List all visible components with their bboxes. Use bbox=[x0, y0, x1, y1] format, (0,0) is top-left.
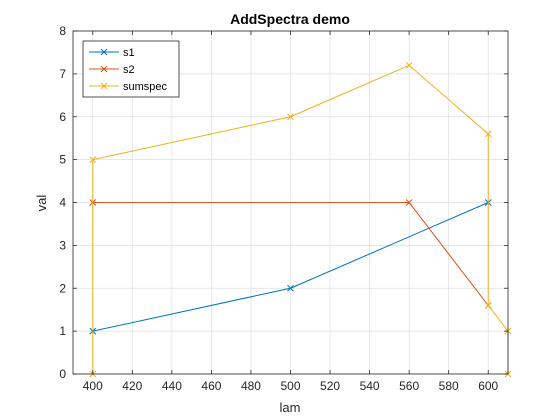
data-point-sumspec bbox=[287, 113, 294, 121]
x-tick-label: 560 bbox=[399, 379, 419, 393]
x-tick-label: 580 bbox=[439, 379, 459, 393]
y-tick-label: 3 bbox=[59, 238, 66, 252]
x-tick-label: 500 bbox=[280, 379, 300, 393]
y-tick-label: 2 bbox=[59, 281, 66, 295]
x-tick-label: 540 bbox=[360, 379, 380, 393]
y-tick-label: 8 bbox=[59, 24, 66, 38]
legend-item-s1[interactable]: s1 bbox=[89, 47, 135, 59]
data-point-s1 bbox=[287, 284, 294, 292]
legend-marker bbox=[100, 65, 108, 73]
y-tick-label: 0 bbox=[59, 367, 66, 381]
data-point-sumspec bbox=[484, 302, 492, 309]
data-point-sumspec bbox=[484, 130, 492, 138]
legend-label: sumspec bbox=[123, 81, 168, 93]
data-point-s2 bbox=[405, 199, 413, 206]
y-tick-label: 4 bbox=[59, 196, 66, 210]
x-axis-label: lam bbox=[280, 400, 301, 415]
legend[interactable]: s1 s2 sumspec bbox=[82, 40, 180, 98]
y-tick-label: 6 bbox=[59, 110, 66, 124]
data-point-sumspec bbox=[89, 156, 97, 163]
marker-stroke bbox=[100, 65, 108, 73]
series-line-sumspec bbox=[92, 64, 509, 374]
y-axis-label: val bbox=[34, 195, 49, 212]
marker-stroke bbox=[405, 61, 413, 69]
marker-stroke bbox=[100, 82, 108, 90]
x-tick-label: 440 bbox=[162, 379, 182, 393]
marker-stroke bbox=[484, 130, 492, 138]
legend-item-s2[interactable]: s2 bbox=[89, 64, 135, 76]
marker-stroke bbox=[287, 284, 294, 292]
marker-stroke bbox=[484, 302, 492, 309]
x-tick-label: 420 bbox=[122, 379, 142, 393]
x-tick-label: 480 bbox=[241, 379, 261, 393]
data-point-sumspec bbox=[405, 61, 413, 69]
legend-marker bbox=[100, 82, 108, 90]
marker-stroke bbox=[89, 156, 97, 163]
x-tick-label: 600 bbox=[478, 379, 498, 393]
y-tick-label: 7 bbox=[59, 67, 66, 81]
legend-label: s2 bbox=[123, 64, 135, 76]
legend-marker bbox=[100, 48, 108, 56]
marker-stroke bbox=[100, 48, 108, 56]
legend-item-sumspec[interactable]: sumspec bbox=[89, 81, 168, 93]
series-layer bbox=[89, 61, 512, 378]
x-tick-label: 400 bbox=[83, 379, 103, 393]
x-tick-label: 520 bbox=[320, 379, 340, 393]
x-tick-label: 460 bbox=[201, 379, 221, 393]
y-tick-label: 1 bbox=[59, 324, 66, 338]
chart-title: AddSpectra demo bbox=[230, 11, 350, 27]
legend-label: s1 bbox=[123, 47, 135, 59]
ticks: 400 420 440 460 480 500 520 540 560 580 600 0 1 2 3 4 5 6… bbox=[59, 24, 508, 393]
marker-stroke bbox=[405, 199, 413, 206]
y-tick-label: 5 bbox=[59, 153, 66, 167]
marker-stroke bbox=[287, 113, 294, 121]
